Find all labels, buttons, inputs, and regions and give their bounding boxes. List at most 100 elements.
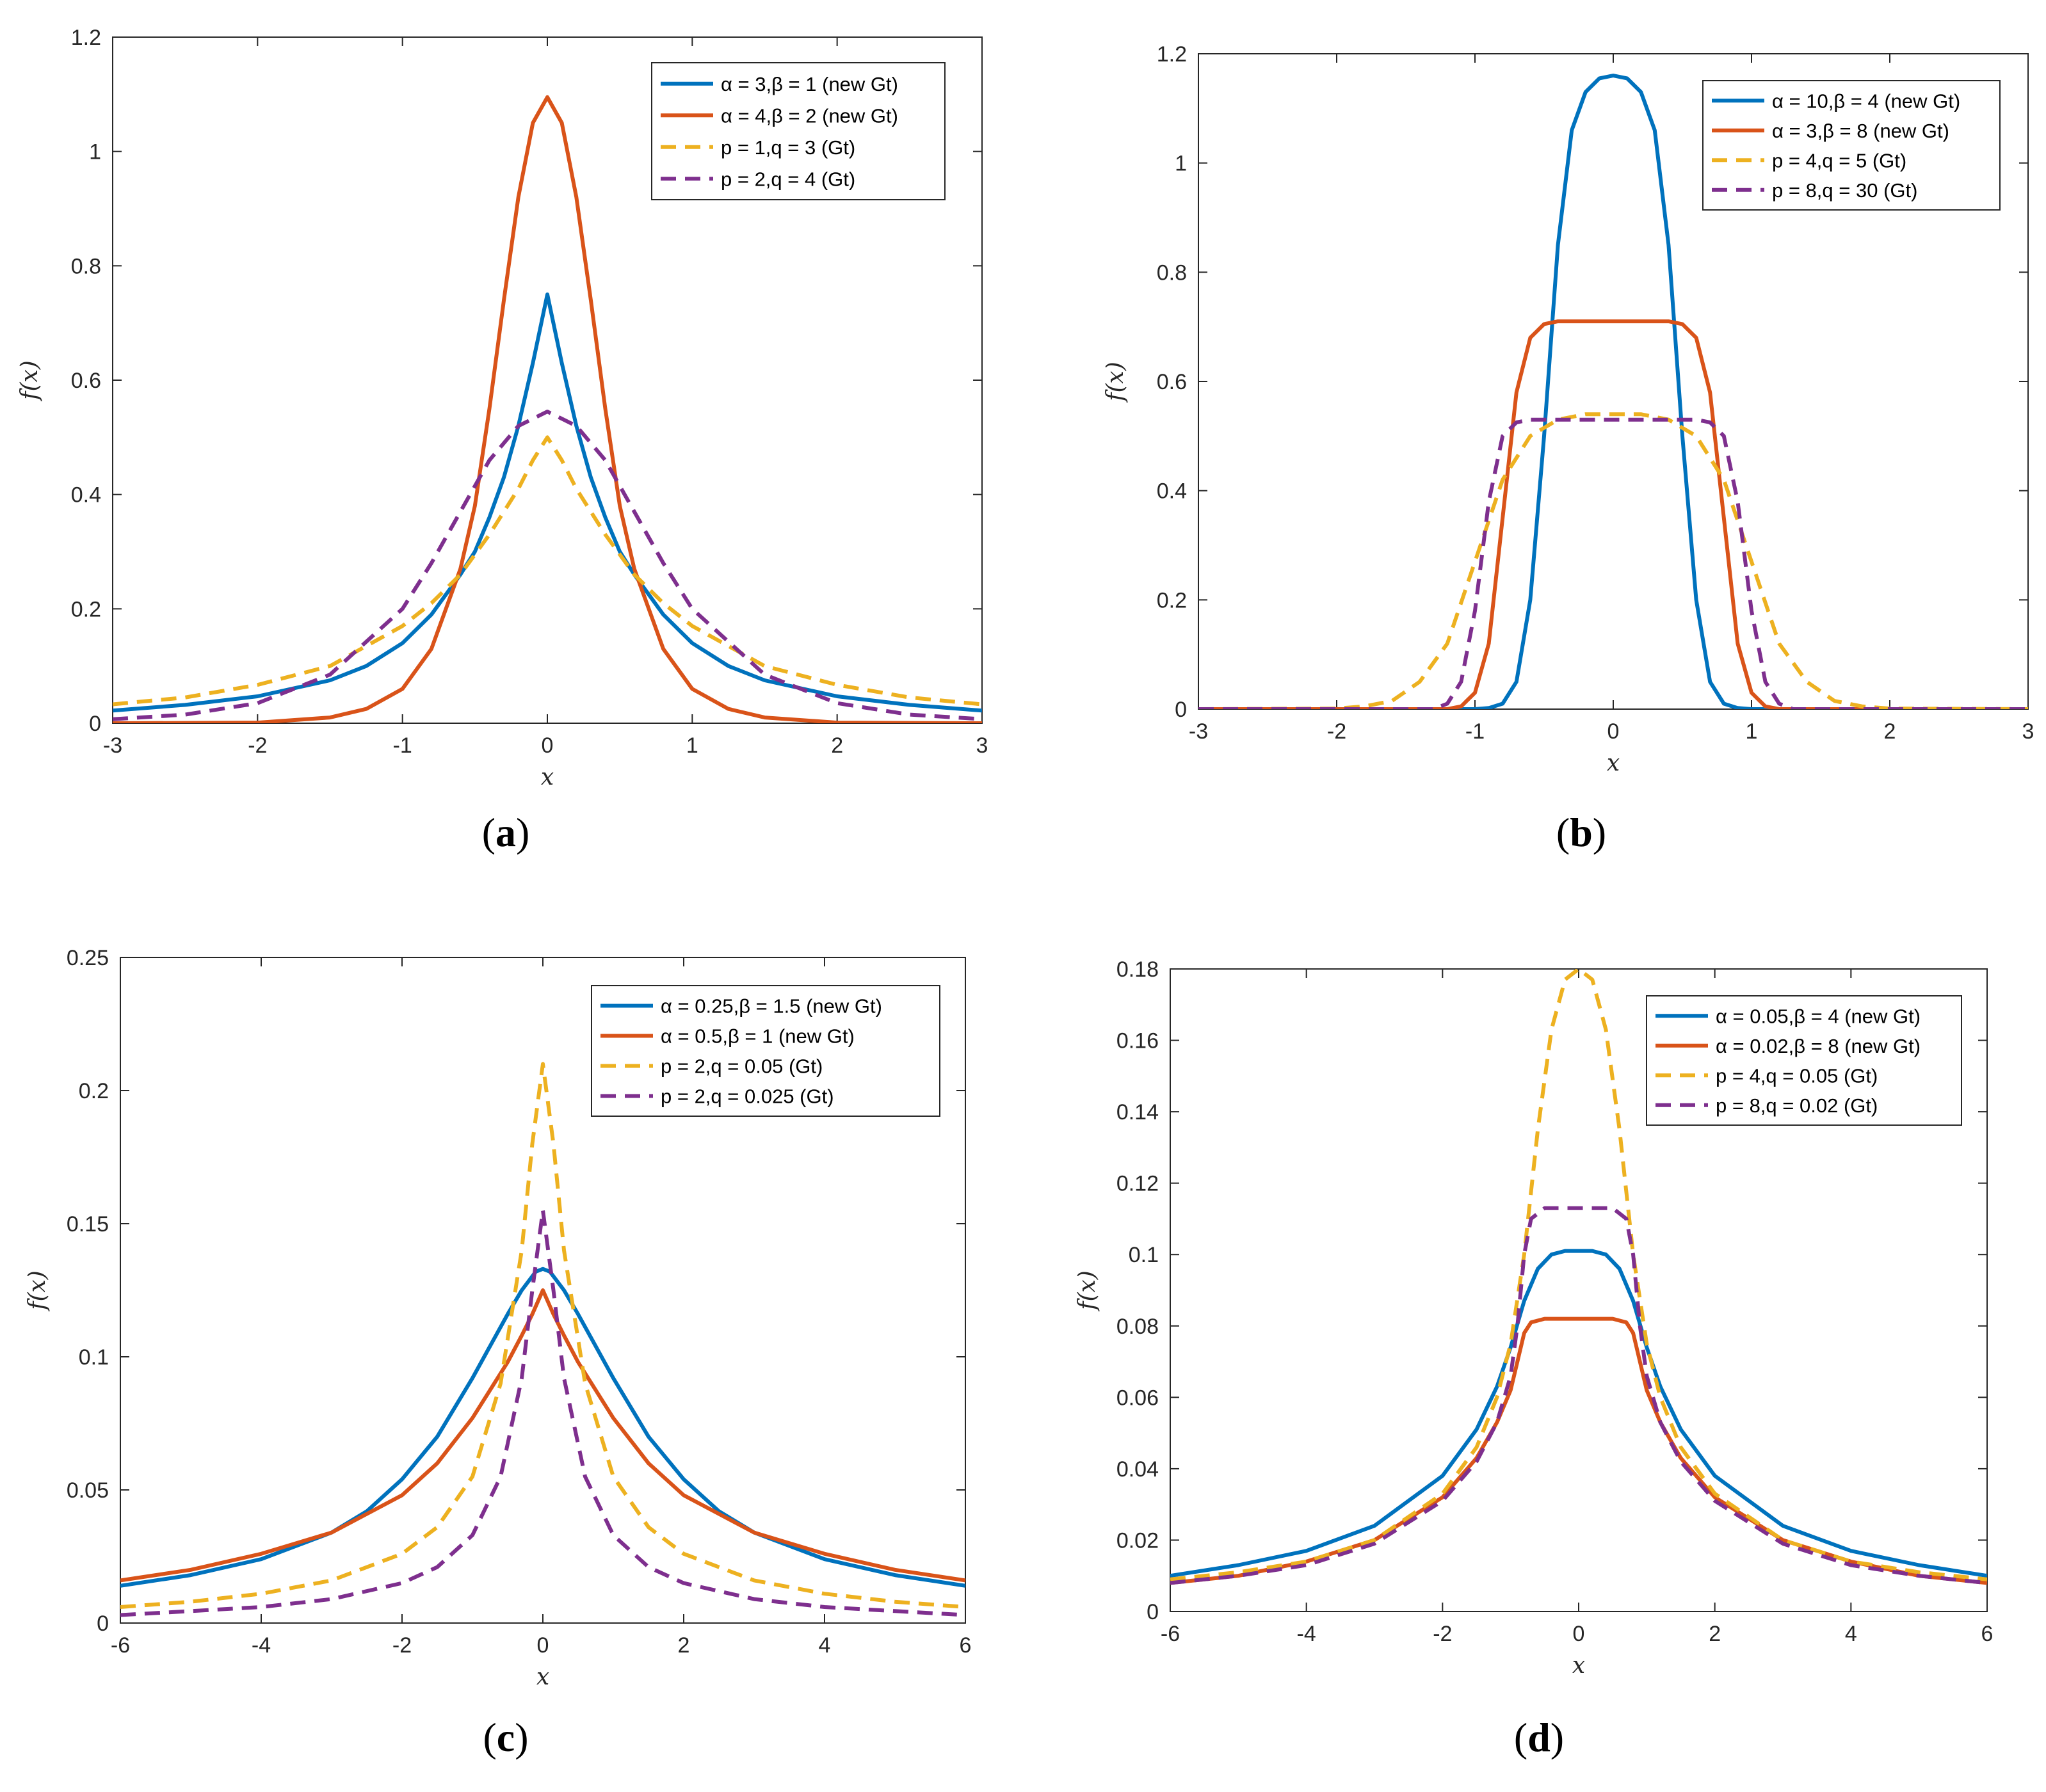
- y-tick-label: 0.14: [1116, 1100, 1159, 1124]
- y-tick-label: 1.2: [71, 26, 101, 50]
- legend: α = 0.25,β = 1.5 (new Gt) α = 0.5,β = 1 (…: [591, 985, 940, 1117]
- y-tick-label: 0.8: [71, 254, 101, 278]
- legend-entry-3: p = 4,q = 0.05 (Gt): [1716, 1064, 1878, 1087]
- x-axis-label: x: [536, 1664, 549, 1690]
- y-tick-label: 0.8: [1157, 260, 1187, 285]
- legend-entry-2: α = 3,β = 8 (new Gt): [1772, 120, 1949, 142]
- y-tick-label: 0.25: [67, 946, 109, 970]
- x-tick-label: 0: [1607, 719, 1620, 744]
- caption-letter: a: [495, 810, 516, 855]
- x-tick-label: 1: [1746, 719, 1758, 744]
- y-tick-label: 0.6: [1157, 370, 1187, 394]
- chart-panel-b: -3 -2 -1 0 1 2 3 0 0.2 0.4 0.6 0.8 1 1.2 x f(x) α = 10,β…: [1102, 42, 2034, 855]
- legend-entry-3: p = 1,q = 3 (Gt): [721, 136, 855, 159]
- x-tick-label: -2: [1433, 1622, 1452, 1646]
- y-tick-label: 0: [97, 1612, 109, 1636]
- x-tick-label: -2: [392, 1633, 412, 1658]
- legend-entry-3: p = 4,q = 5 (Gt): [1772, 149, 1906, 172]
- chart-panel-d: -6 -4 -2 0 2 4 6 0 0.02 0.04 0.06 0.08 0.1 0.12 0.14 0.…: [1074, 957, 1993, 1760]
- x-tick-label: -2: [1327, 719, 1346, 744]
- x-tick-label: 2: [1884, 719, 1896, 744]
- x-axis-label: x: [1572, 1652, 1585, 1679]
- y-tick-label: 0.4: [1157, 479, 1187, 504]
- y-tick-label: 0.08: [1116, 1315, 1159, 1339]
- caption-close: ): [1593, 810, 1606, 855]
- x-tick-label: 4: [819, 1633, 831, 1658]
- y-tick-label: 0.02: [1116, 1528, 1159, 1553]
- x-tick-label: 6: [960, 1633, 972, 1658]
- x-tick-label: -2: [248, 733, 267, 758]
- x-tick-label: 2: [678, 1633, 690, 1658]
- x-tick-label: 2: [1709, 1622, 1721, 1646]
- series-line-1: [1198, 74, 2028, 709]
- y-tick-label: 0.04: [1116, 1457, 1159, 1482]
- x-tick-label: -1: [393, 733, 412, 758]
- series-line-2: [113, 95, 982, 723]
- series-line-3: [1198, 412, 2028, 709]
- chart-panel-c: -6 -4 -2 0 2 4 6 0 0.05 0.1 0.15 0.2 0.25 x f(x) α = 0.…: [24, 946, 971, 1760]
- legend-entry-4: p = 2,q = 0.025 (Gt): [661, 1085, 834, 1108]
- x-tick-label: 0: [542, 733, 554, 758]
- y-tick-label: 0.16: [1116, 1029, 1159, 1053]
- series-group: [1170, 969, 1987, 1585]
- y-axis-label: f(x): [24, 1270, 51, 1312]
- y-axis-label: f(x): [1102, 362, 1129, 403]
- legend-entry-4: p = 8,q = 0.02 (Gt): [1716, 1094, 1878, 1117]
- y-tick-label: 0.06: [1116, 1386, 1159, 1410]
- series-line-2: [1198, 319, 2028, 709]
- x-tick-label: -4: [252, 1633, 271, 1658]
- x-tick-label: -4: [1297, 1622, 1316, 1646]
- legend: α = 3,β = 1 (new Gt) α = 4,β = 2 (new Gt)…: [651, 62, 946, 200]
- legend-entry-1: α = 10,β = 4 (new Gt): [1772, 90, 1960, 112]
- panel-caption: (a): [482, 810, 530, 855]
- x-tick-label: 0: [537, 1633, 549, 1658]
- legend-entry-4: p = 8,q = 30 (Gt): [1772, 179, 1917, 202]
- series-line-4: [1198, 417, 2028, 709]
- x-axis-label: x: [541, 764, 554, 790]
- y-tick-label: 0.2: [79, 1079, 109, 1103]
- series-line-4: [1170, 1206, 1987, 1585]
- y-tick-label: 0: [1147, 1600, 1159, 1624]
- y-tick-label: 0.2: [1157, 588, 1187, 612]
- y-axis-label: f(x): [1074, 1270, 1100, 1312]
- x-tick-label: 3: [976, 733, 988, 758]
- legend-entry-1: α = 0.25,β = 1.5 (new Gt): [661, 995, 882, 1018]
- caption-close: ): [516, 810, 529, 855]
- legend-entry-2: α = 4,β = 2 (new Gt): [721, 104, 898, 127]
- y-tick-label: 0.15: [67, 1212, 109, 1236]
- x-tick-label: 0: [1573, 1622, 1585, 1646]
- series-line-3: [1170, 969, 1987, 1581]
- x-tick-label: -3: [1189, 719, 1208, 744]
- series-line-4: [120, 1208, 965, 1617]
- y-tick-label: 0: [89, 712, 101, 736]
- panel-caption: (d): [1514, 1715, 1564, 1760]
- caption-letter: c: [497, 1715, 515, 1760]
- series-line-1: [1170, 1249, 1987, 1578]
- y-tick-label: 1: [1175, 152, 1187, 176]
- series-line-4: [113, 410, 982, 721]
- caption-letter: d: [1527, 1715, 1551, 1760]
- series-line-2: [1170, 1316, 1987, 1585]
- legend-entry-1: α = 0.05,β = 4 (new Gt): [1716, 1005, 1921, 1027]
- y-tick-label: 0.2: [71, 597, 101, 621]
- x-tick-label: 3: [2022, 719, 2034, 744]
- series-line-3: [120, 1062, 965, 1609]
- y-tick-label: 1.2: [1157, 42, 1187, 67]
- x-tick-label: 1: [686, 733, 698, 758]
- y-tick-label: 0.1: [1129, 1243, 1159, 1267]
- caption-letter: b: [1570, 810, 1593, 855]
- series-line-2: [120, 1288, 965, 1583]
- x-tick-label: -1: [1465, 719, 1485, 744]
- legend-entry-1: α = 3,β = 1 (new Gt): [721, 73, 898, 95]
- y-tick-label: 0.12: [1116, 1172, 1159, 1196]
- y-tick-label: 0.1: [79, 1345, 109, 1370]
- caption-open: (: [483, 1715, 496, 1760]
- chart-panel-a: -3 -2 -1 0 1 2 3 0 0.2 0.4 0.6 0.8 1 1.2 x f(x) α = 3,β …: [17, 26, 988, 855]
- y-tick-label: 0: [1175, 698, 1187, 722]
- y-tick-label: 0.6: [71, 369, 101, 393]
- y-tick-label: 1: [89, 140, 101, 164]
- x-tick-label: 4: [1845, 1622, 1857, 1646]
- series-group: [113, 95, 982, 723]
- x-tick-label: 2: [831, 733, 843, 758]
- legend: α = 0.05,β = 4 (new Gt) α = 0.02,β = 8 (n…: [1646, 995, 1962, 1126]
